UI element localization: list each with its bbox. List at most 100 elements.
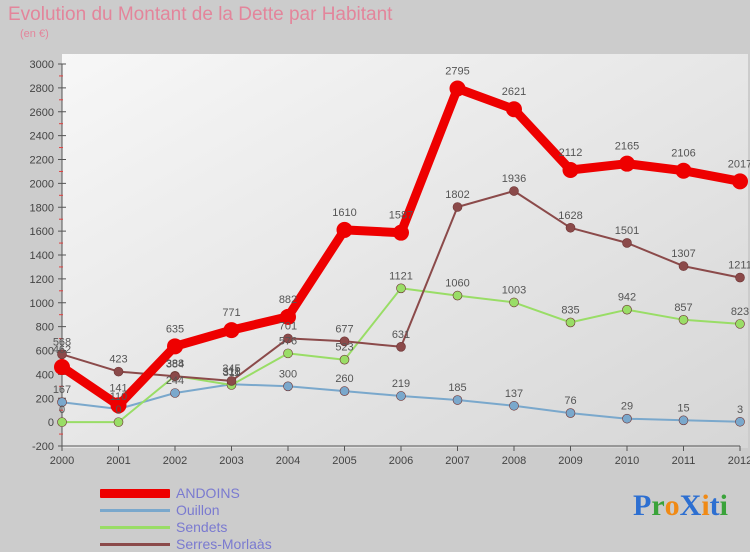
axis-unit-label: (en €) xyxy=(20,28,49,40)
y-axis-tick-label: 600 xyxy=(36,346,54,358)
legend-item-andoins[interactable]: ANDOINS xyxy=(100,485,240,501)
data-point-label: 137 xyxy=(505,388,523,400)
data-point-label: 300 xyxy=(279,368,297,380)
x-axis-tick-label: 2000 xyxy=(50,455,74,467)
logo-letter: o xyxy=(664,489,680,522)
data-point-label: 384 xyxy=(166,358,184,370)
data-point-label: 2017 xyxy=(728,158,750,170)
x-axis-tick-label: 2004 xyxy=(276,455,300,467)
data-point-label: 260 xyxy=(335,373,353,385)
data-point-label: 631 xyxy=(392,329,410,341)
logo-letter: i xyxy=(719,489,728,522)
series-line-andoins xyxy=(54,80,748,414)
data-point-label: 1060 xyxy=(445,278,469,290)
data-point-label: 110 xyxy=(110,391,128,403)
x-axis-tick-label: 2003 xyxy=(219,455,243,467)
data-point-label: 568 xyxy=(53,336,71,348)
legend-label: Sendets xyxy=(176,519,228,535)
legend-swatch xyxy=(100,542,170,546)
x-axis-tick-label: 2007 xyxy=(445,455,469,467)
y-axis-tick-label: 1000 xyxy=(30,298,54,310)
data-point-label: 167 xyxy=(53,384,71,396)
data-point-label: 0 xyxy=(115,404,121,416)
data-point-label: 2795 xyxy=(445,65,469,77)
data-point-label: 462 xyxy=(53,344,71,356)
y-axis-tick-label: 0 xyxy=(48,417,54,429)
x-axis-tick-label: 2001 xyxy=(106,455,130,467)
data-point-label: 219 xyxy=(392,378,410,390)
data-point-label: 857 xyxy=(674,302,692,314)
legend-label: ANDOINS xyxy=(176,485,240,501)
y-axis-tick-label: 2600 xyxy=(30,107,54,119)
data-point-label: 1587 xyxy=(389,210,413,222)
y-axis-tick-label: 1600 xyxy=(30,226,54,238)
data-point-label: 3 xyxy=(737,404,743,416)
data-point-label: 0 xyxy=(59,404,65,416)
data-point-label: 311 xyxy=(223,367,241,379)
x-axis-tick-label: 2006 xyxy=(389,455,413,467)
x-axis-tick-label: 2009 xyxy=(558,455,582,467)
x-axis-tick-label: 2002 xyxy=(163,455,187,467)
data-point-label: 823 xyxy=(731,306,749,318)
data-point-label: 318 xyxy=(222,366,240,378)
legend-swatch xyxy=(100,488,170,498)
logo-letter: i xyxy=(701,489,710,522)
data-point-label: 635 xyxy=(166,323,184,335)
data-point-label: 1610 xyxy=(332,207,356,219)
data-point-label: 835 xyxy=(561,304,579,316)
x-axis-tick-label: 2005 xyxy=(332,455,356,467)
data-point-label: 1211 xyxy=(728,260,750,272)
data-point-label: 882 xyxy=(279,294,297,306)
data-point-label: 771 xyxy=(222,307,240,319)
legend-swatch xyxy=(100,508,170,512)
data-point-label: 2112 xyxy=(559,147,583,159)
legend-swatch xyxy=(100,525,170,529)
data-point-label: 15 xyxy=(677,402,689,414)
y-axis-tick-label: 2200 xyxy=(30,155,54,167)
logo-letter: X xyxy=(679,489,702,522)
logo-letter: r xyxy=(651,489,665,522)
y-axis-tick-label: -200 xyxy=(32,441,54,453)
data-point-label: 2621 xyxy=(502,86,526,98)
data-point-label: 1936 xyxy=(502,173,526,185)
legend-item-sendets[interactable]: Sendets xyxy=(100,519,227,535)
data-point-label: 29 xyxy=(621,401,633,413)
legend-label: Serres-Morlaàs xyxy=(176,536,272,552)
data-point-label: 1501 xyxy=(615,225,639,237)
data-point-label: 141 xyxy=(109,382,127,394)
legend-label: Ouillon xyxy=(176,502,220,518)
series-line-serres-morla-s xyxy=(57,186,745,386)
y-axis-tick-label: 200 xyxy=(36,393,54,405)
data-point-label: 1628 xyxy=(558,210,582,222)
data-point-label: 677 xyxy=(335,323,353,335)
data-point-label: 1802 xyxy=(445,189,469,201)
y-axis-tick-label: 800 xyxy=(36,322,54,334)
data-point-label: 1121 xyxy=(389,270,413,282)
legend-item-serres-morla-s[interactable]: Serres-Morlaàs xyxy=(100,536,272,552)
x-axis: 2000 2001 2002 2003 2004 2005 2006 2007 2008 2009… xyxy=(50,445,750,467)
y-axis-tick-label: 2400 xyxy=(30,131,54,143)
x-axis-tick-label: 2012 xyxy=(728,455,750,467)
y-axis-tick-label: 400 xyxy=(36,369,54,381)
data-point-label: 1307 xyxy=(671,248,695,260)
page-title: Evolution du Montant de la Dette par Hab… xyxy=(8,4,393,25)
logo-letter: t xyxy=(709,489,720,522)
data-point-label: 576 xyxy=(279,335,297,347)
y-axis-tick-label: 1400 xyxy=(30,250,54,262)
y-axis-tick-label: 1800 xyxy=(30,202,54,214)
legend-item-ouillon[interactable]: Ouillon xyxy=(100,502,220,518)
y-axis-tick-label: 3000 xyxy=(30,59,54,71)
y-axis: 3000280026002400220020001800160014001200… xyxy=(30,59,66,453)
data-point-label: 942 xyxy=(618,292,636,304)
proxiti-logo: ProXiti xyxy=(633,489,728,523)
data-point-label: 423 xyxy=(109,354,127,366)
data-point-label: 2106 xyxy=(671,148,695,160)
data-point-label: 2165 xyxy=(615,141,639,153)
x-axis-tick-label: 2008 xyxy=(502,455,526,467)
data-point-label: 244 xyxy=(166,375,184,387)
data-point-label: 701 xyxy=(279,320,297,332)
data-point-label: 388 xyxy=(166,358,184,370)
